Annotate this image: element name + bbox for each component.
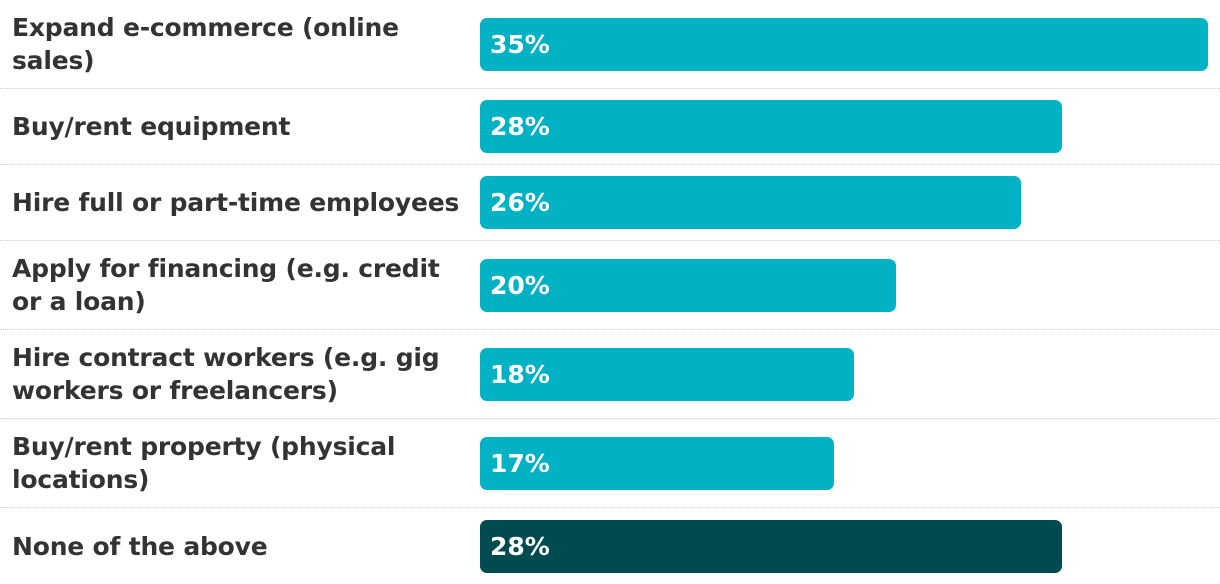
category-label: Hire contract workers (e.g. gig workers … [12,343,440,405]
bar-row: Expand e-commerce (online sales) 35% [0,0,1220,89]
category-label: Hire full or part-time employees [12,188,460,217]
bar: 26% [480,176,1021,229]
bar-track: 26% [480,176,1208,229]
bar: 17% [480,436,834,490]
bar: 18% [480,347,855,401]
value-label: 17% [490,448,550,478]
category-label: Buy/rent equipment [12,112,291,141]
bar-track: 18% [480,347,1208,401]
bar-row: Hire contract workers (e.g. gig workers … [0,330,1220,419]
bar: 35% [480,17,1208,71]
bar-row: None of the above 28% [0,508,1220,584]
bar: 28% [480,519,1063,573]
bar-row: Apply for financing (e.g. credit or a lo… [0,241,1220,330]
category-label: Buy/rent property (physical locations) [12,432,396,494]
bar-track: 35% [480,17,1208,71]
value-label: 18% [490,359,550,389]
bar: 20% [480,258,896,312]
category-label: Apply for financing (e.g. credit or a lo… [12,254,440,316]
value-label: 26% [490,188,550,217]
bar: 28% [480,100,1063,153]
bar-track: 20% [480,258,1208,312]
bar-row: Buy/rent property (physical locations) 17… [0,419,1220,508]
value-label: 28% [490,531,550,561]
category-label: Expand e-commerce (online sales) [12,13,399,75]
bar-row: Buy/rent equipment 28% [0,89,1220,165]
bar-track: 28% [480,100,1208,153]
bar-track: 17% [480,436,1208,490]
value-label: 35% [490,29,550,59]
value-label: 28% [490,112,550,141]
bar-track: 28% [480,519,1208,573]
category-label: None of the above [12,531,268,561]
value-label: 20% [490,270,550,300]
bar-row: Hire full or part-time employees 26% [0,165,1220,241]
